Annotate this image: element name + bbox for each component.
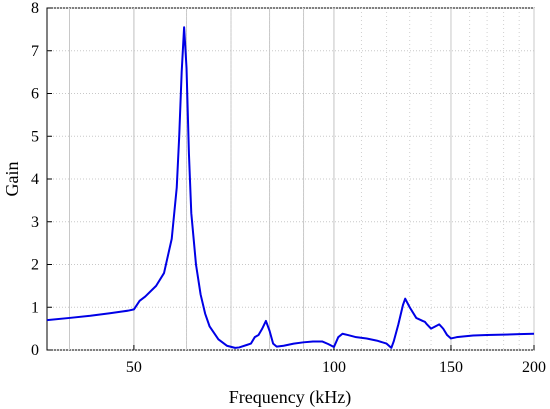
y-tick-label: 3	[31, 214, 39, 231]
y-tick-label: 1	[31, 299, 39, 316]
y-tick-label: 2	[31, 257, 39, 274]
y-tick-label: 7	[31, 43, 39, 60]
x-axis-label: Frequency (kHz)	[229, 387, 351, 408]
y-tick-label: 5	[31, 128, 39, 145]
y-tick-label: 8	[31, 0, 39, 17]
x-tick-label: 200	[522, 359, 546, 376]
series-group	[46, 26, 535, 349]
x-tick-label: 100	[322, 359, 346, 376]
x-tick-label: 50	[126, 359, 142, 376]
y-tick-label: 0	[31, 342, 39, 359]
y-axis-label: Gain	[2, 162, 22, 197]
series-line	[46, 26, 535, 349]
ticks: 0 1 2 3 4 5 6 7 8 50 100 150 200	[31, 0, 546, 376]
x-tick-label: 150	[439, 359, 463, 376]
grid	[47, 7, 535, 351]
y-tick-label: 6	[31, 86, 39, 103]
y-tick-label: 4	[31, 171, 39, 188]
